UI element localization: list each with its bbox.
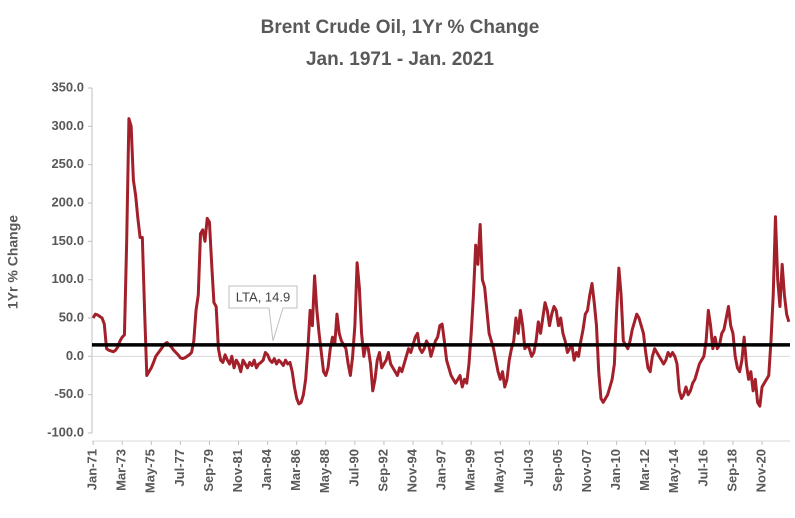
y-tick-label: 200.0 [51,194,84,209]
x-tick-label: Jul-77 [172,449,187,487]
y-tick-label: 250.0 [51,156,84,171]
x-tick-label: May-75 [143,449,158,493]
x-tick-label: Nov-94 [404,448,419,492]
y-tick-label: 350.0 [51,79,84,94]
x-tick-label: Sep-92 [375,449,390,492]
x-tick-label: Jan-10 [608,449,623,490]
x-tick-label: Nov-07 [579,449,594,492]
x-tick-label: Jul-16 [695,449,710,487]
chart-title: Brent Crude Oil, 1Yr % Change [261,17,540,38]
x-tick-label: Sep-18 [724,449,739,492]
x-tick-label: Sep-79 [201,449,216,492]
x-tick-label: Sep-05 [550,449,565,492]
x-tick-label: Mar-99 [463,449,478,491]
y-tick-label: 150.0 [51,233,84,248]
x-tick-label: Mar-86 [288,449,303,491]
chart-subtitle: Jan. 1971 - Jan. 2021 [306,49,494,70]
y-tick-label: -100.0 [47,424,84,439]
y-tick-label: 300.0 [51,118,84,133]
x-tick-label: Jan-84 [259,448,274,490]
x-tick-label: Nov-20 [753,449,768,492]
x-tick-label: Jan-97 [434,449,449,490]
x-tick-label: Jul-03 [521,449,536,487]
x-tick-label: Mar-12 [637,449,652,491]
y-tick-label: 0.0 [66,348,84,363]
annotation-callout [228,285,298,342]
x-tick-label: May-88 [317,449,332,493]
x-tick-label: May-01 [492,449,507,493]
x-tick-label: May-14 [666,448,681,493]
x-tick-label: Jan-71 [85,449,100,490]
y-tick-label: 100.0 [51,271,84,286]
y-tick-label: -50.0 [54,386,84,401]
data-line [91,117,791,408]
y-axis-label: 1Yr % Change [5,215,21,309]
x-tick-label: Jul-90 [346,449,361,487]
y-tick-label: 50.0 [59,309,84,324]
annotation-label: LTA, 14.9 [236,289,290,304]
x-tick-label: Nov-81 [230,449,245,492]
x-tick-label: Mar-73 [114,449,129,491]
